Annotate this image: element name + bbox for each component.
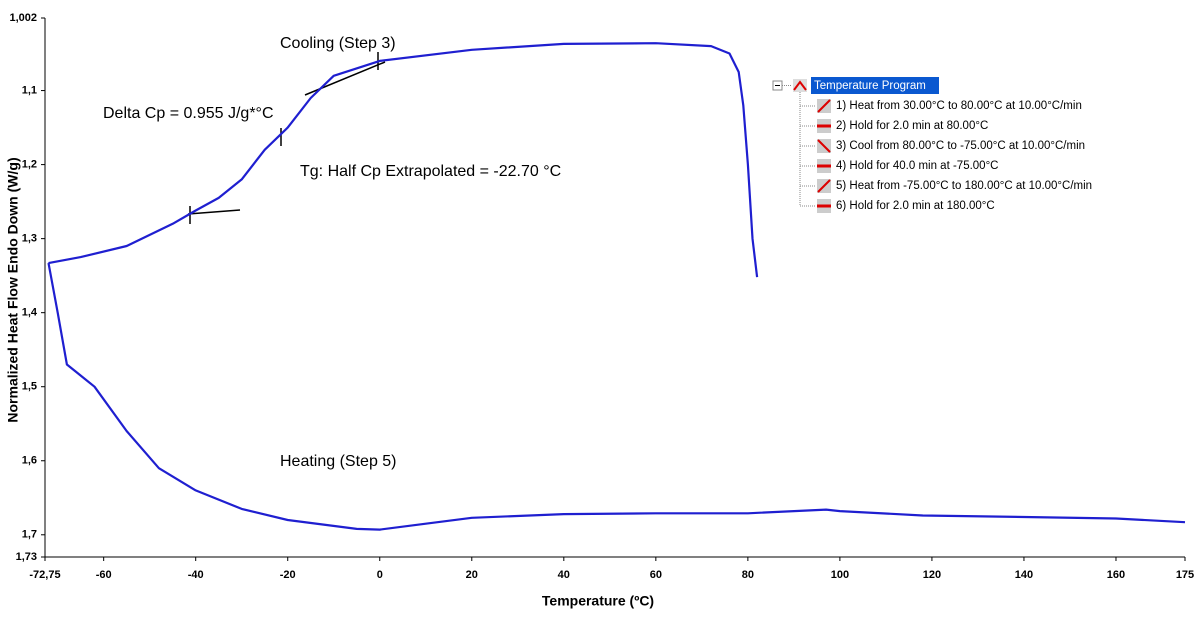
program-step: 2) Hold for 2.0 min at 80.00°C — [836, 120, 988, 132]
program-step: 6) Hold for 2.0 min at 180.00°C — [836, 200, 995, 212]
data-line — [48, 42, 759, 278]
x-tick-label: -72,75 — [29, 569, 60, 581]
y-tick-label: 1,1 — [22, 84, 37, 96]
program-step: 1) Heat from 30.00°C to 80.00°C at 10.00… — [836, 100, 1082, 112]
y-tick-label: 1,3 — [22, 233, 37, 245]
x-tick-label: 100 — [831, 569, 849, 581]
x-tick-label: -40 — [188, 569, 204, 581]
y-tick-label: 1,4 — [22, 307, 38, 319]
x-tick-label: 120 — [923, 569, 941, 581]
x-tick-label: 175 — [1176, 569, 1194, 581]
program-step: 3) Cool from 80.00°C to -75.00°C at 10.0… — [836, 140, 1085, 152]
y-axis-title: Normalized Heat Flow Endo Down (W/g) — [5, 157, 21, 422]
step-icon-mark — [817, 99, 831, 113]
program-title: Temperature Program — [814, 80, 926, 92]
x-tick-label: 160 — [1107, 569, 1125, 581]
data-line — [47, 262, 1186, 531]
x-tick-label: 60 — [650, 569, 662, 581]
x-tick-label: 0 — [377, 569, 383, 581]
x-tick-label: 80 — [742, 569, 754, 581]
y-tick-label: 1,73 — [16, 551, 37, 563]
x-tick-label: -20 — [280, 569, 296, 581]
y-tick-label: 1,6 — [22, 455, 37, 467]
y-tick-label: 1,002 — [9, 12, 37, 24]
program-step: 5) Heat from -75.00°C to 180.00°C at 10.… — [836, 180, 1092, 192]
y-tick-label: 1,7 — [22, 529, 37, 541]
annotation: Tg: Half Cp Extrapolated = -22.70 °C — [300, 163, 561, 180]
step-icon-mark — [817, 139, 831, 153]
step-icon-mark — [817, 179, 831, 193]
annotation: Delta Cp = 0.955 J/g*°C — [103, 105, 274, 122]
annotation: Cooling (Step 3) — [280, 35, 396, 52]
x-tick-label: -60 — [96, 569, 112, 581]
x-tick-label: 40 — [558, 569, 570, 581]
x-tick-label: 20 — [466, 569, 478, 581]
program-step: 4) Hold for 40.0 min at -75.00°C — [836, 160, 998, 172]
annotation: Heating (Step 5) — [280, 453, 397, 470]
x-axis-title: Temperature (ºC) — [542, 593, 654, 609]
program-tree — [772, 77, 939, 206]
x-tick-label: 140 — [1015, 569, 1033, 581]
y-tick-label: 1,2 — [22, 159, 37, 171]
y-tick-label: 1,5 — [22, 381, 37, 393]
